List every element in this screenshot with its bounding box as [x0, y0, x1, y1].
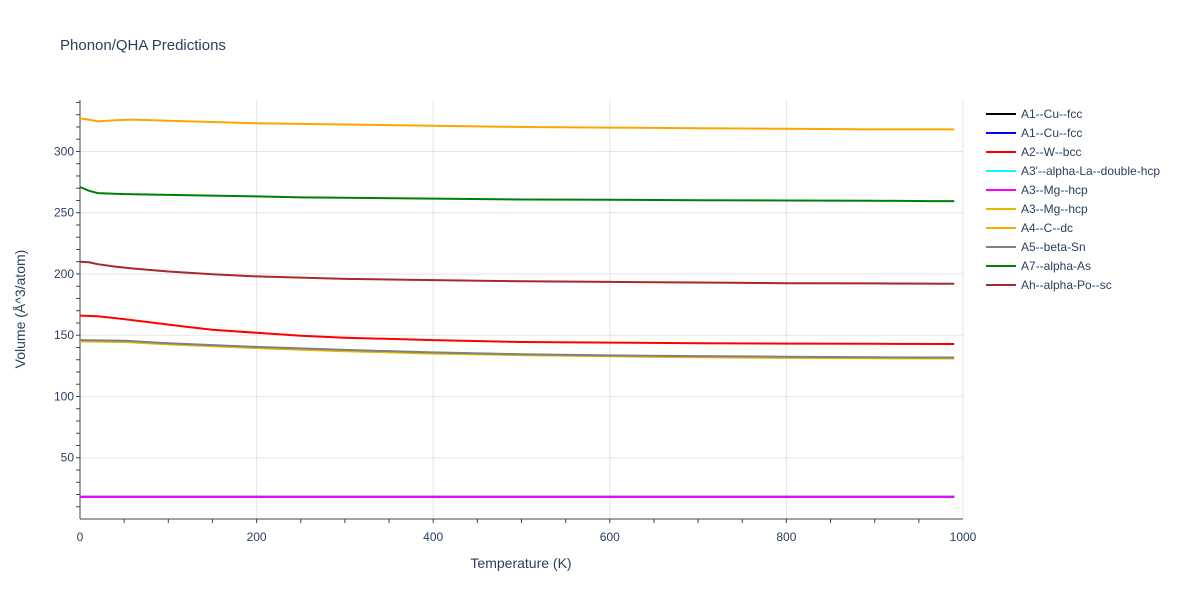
legend-item[interactable]: A7--alpha-As	[986, 259, 1091, 273]
series-line-2	[79, 314, 955, 345]
legend-label: A1--Cu--fcc	[1021, 107, 1082, 121]
legend-item[interactable]: A3--Mg--hcp	[986, 202, 1088, 216]
legend[interactable]: A1--Cu--fcc A1--Cu--fcc A2--W--bcc A3'--alp…	[986, 107, 1160, 292]
legend-item[interactable]: A1--Cu--fcc	[986, 107, 1082, 121]
series-line-9	[79, 260, 955, 285]
plot-area	[79, 117, 955, 498]
legend-item[interactable]: A5--beta-Sn	[986, 240, 1086, 254]
legend-item[interactable]: A4--C--dc	[986, 221, 1073, 235]
y-tick-label: 50	[61, 451, 75, 465]
x-tick-label: 400	[423, 530, 443, 544]
y-tick-label: 250	[54, 206, 74, 220]
legend-item[interactable]: Ah--alpha-Po--sc	[986, 278, 1112, 292]
legend-label: A2--W--bcc	[1021, 145, 1081, 159]
legend-label: A4--C--dc	[1021, 221, 1073, 235]
legend-label: A3'--alpha-La--double-hcp	[1021, 164, 1160, 178]
legend-label: A5--beta-Sn	[1021, 240, 1086, 254]
y-tick-label: 150	[54, 328, 74, 342]
legend-item[interactable]: A1--Cu--fcc	[986, 126, 1082, 140]
x-tick-label: 800	[776, 530, 796, 544]
legend-label: Ah--alpha-Po--sc	[1021, 278, 1112, 292]
legend-label: A1--Cu--fcc	[1021, 126, 1082, 140]
legend-item[interactable]: A3'--alpha-La--double-hcp	[986, 164, 1160, 178]
x-tick-label: 200	[247, 530, 267, 544]
legend-label: A3--Mg--hcp	[1021, 183, 1088, 197]
legend-label: A7--alpha-As	[1021, 259, 1091, 273]
x-tick-label: 0	[77, 530, 84, 544]
legend-item[interactable]: A2--W--bcc	[986, 145, 1081, 159]
series-line-6	[79, 117, 955, 131]
y-tick-label: 100	[54, 389, 74, 403]
x-tick-label: 1000	[950, 530, 977, 544]
x-tick-label: 600	[600, 530, 620, 544]
grid-lines	[80, 100, 964, 519]
series-line-7	[79, 339, 955, 359]
legend-item[interactable]: A3--Mg--hcp	[986, 183, 1088, 197]
legend-label: A3--Mg--hcp	[1021, 202, 1088, 216]
axes: 0 200 400 600 800 1000 50 100 150 200 250 300	[54, 100, 977, 544]
y-tick-label: 300	[54, 144, 74, 158]
series-line-8	[79, 186, 955, 203]
series-line-5	[79, 340, 955, 360]
x-axis-title: Temperature (K)	[470, 555, 571, 571]
chart-title: Phonon/QHA Predictions	[60, 37, 226, 54]
y-axis-title: Volume (Å^3/atom)	[12, 250, 28, 369]
y-tick-label: 200	[54, 267, 74, 281]
